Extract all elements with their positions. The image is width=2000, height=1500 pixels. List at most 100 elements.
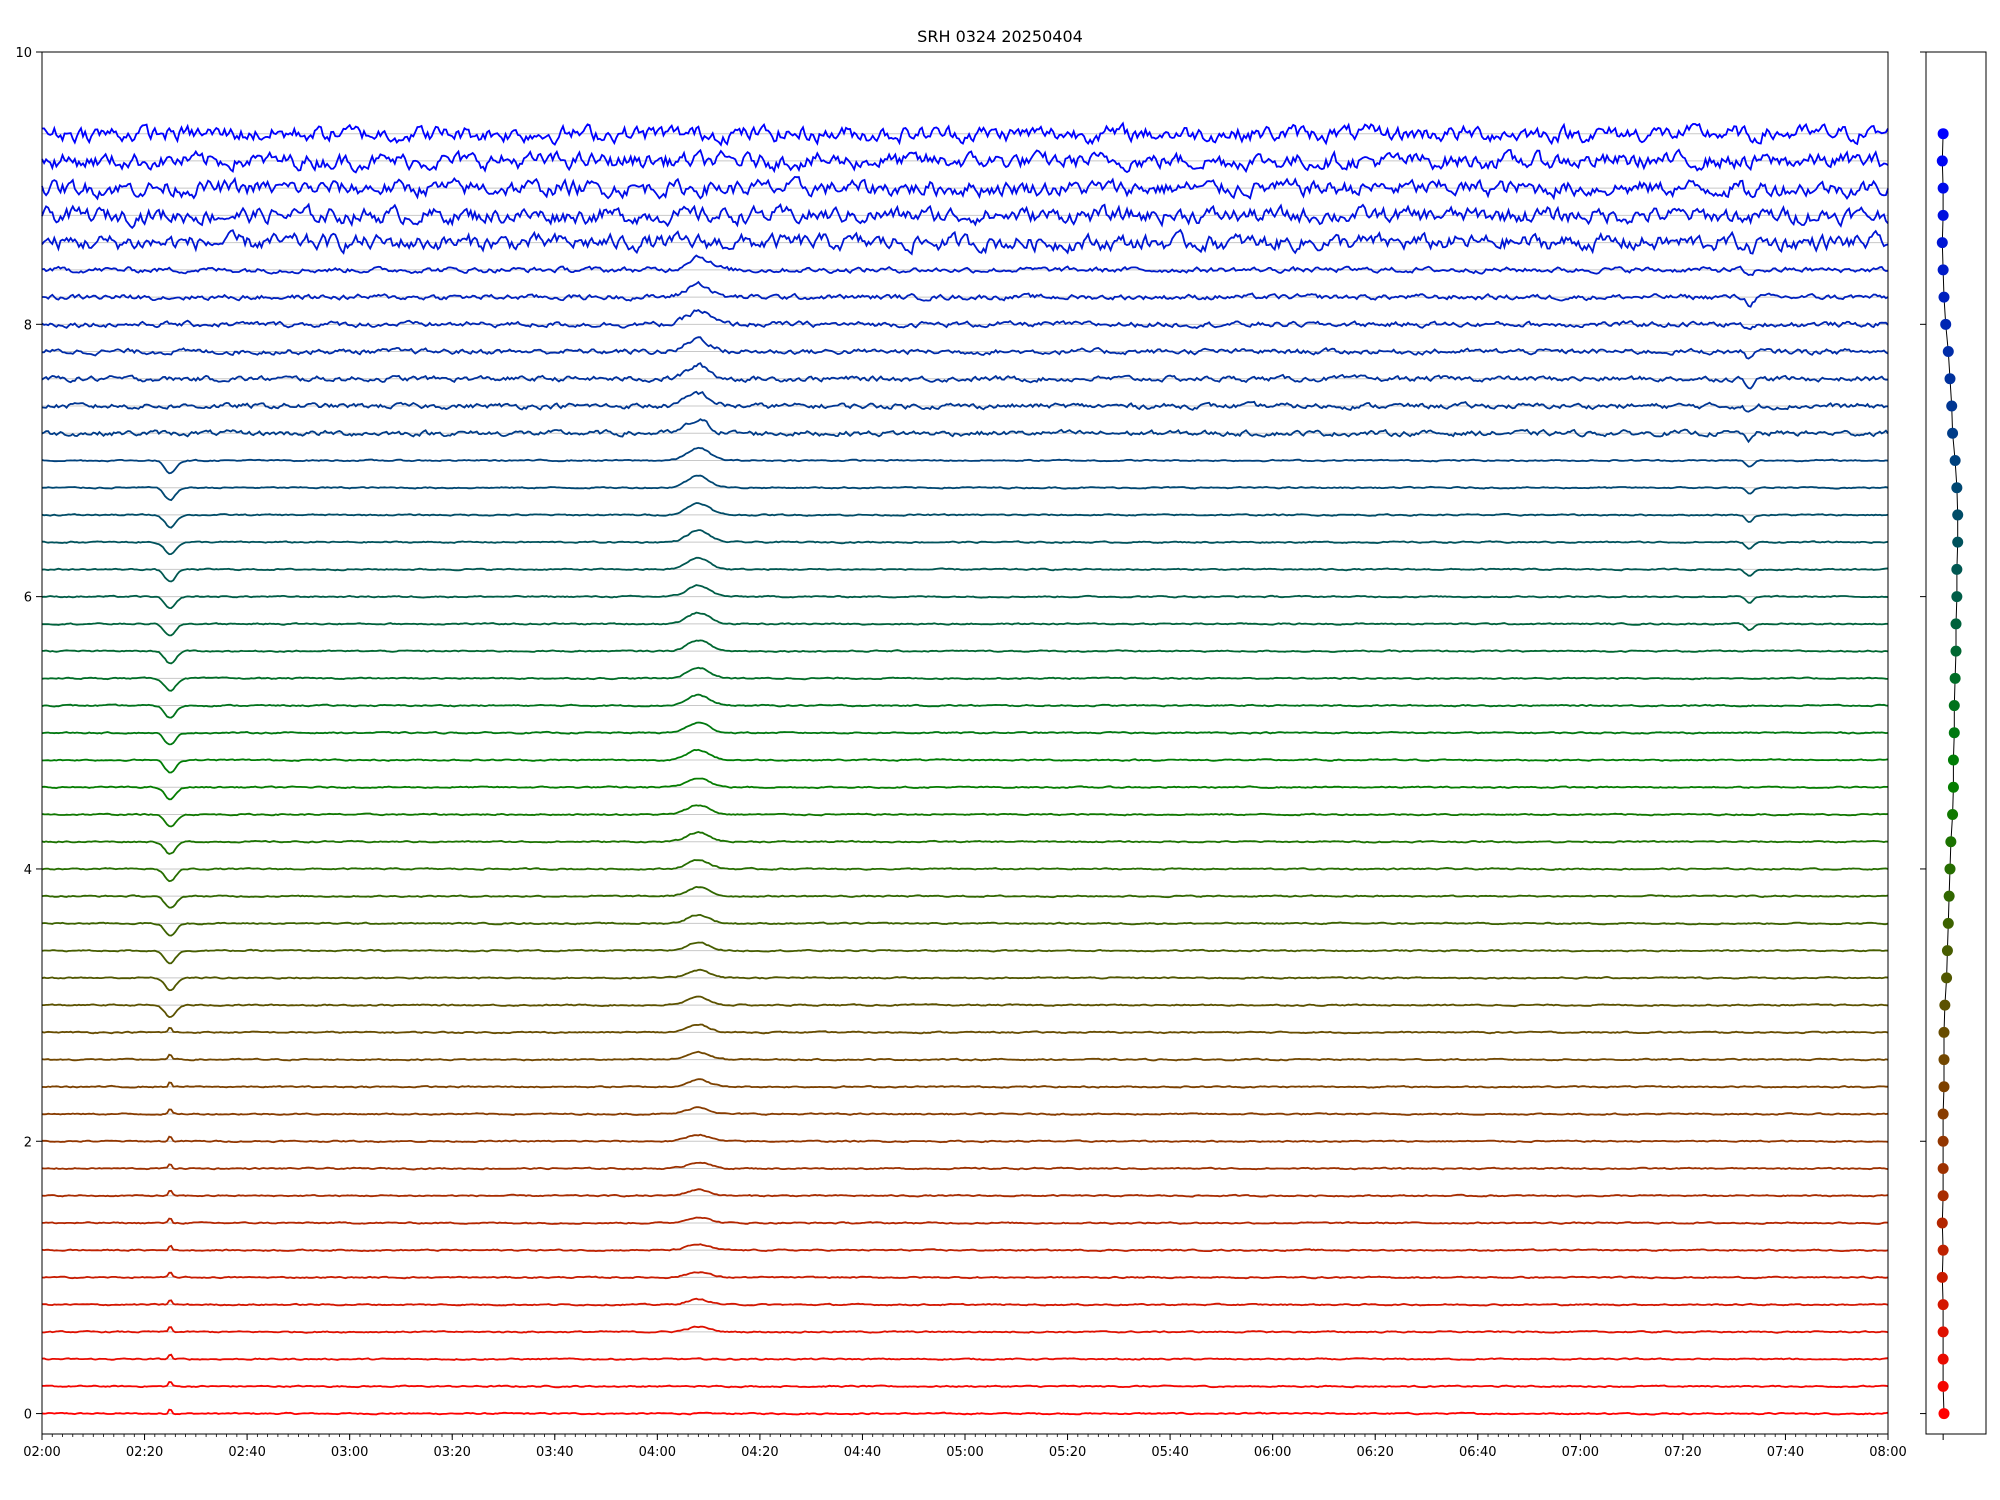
- y-tick-label: 10: [15, 46, 32, 61]
- channel-trace: [41, 777, 1888, 801]
- side-point: [1937, 209, 1949, 221]
- channel-trace: [42, 611, 1889, 637]
- channel-trace: [41, 748, 1889, 774]
- side-point: [1940, 318, 1952, 330]
- x-tick-label: 06:40: [1459, 1445, 1496, 1460]
- x-tick-label: 08:00: [1869, 1445, 1906, 1460]
- channel-trace: [41, 254, 1889, 277]
- x-tick-label: 06:20: [1356, 1445, 1393, 1460]
- side-point: [1951, 482, 1963, 494]
- side-point: [1942, 917, 1954, 929]
- side-point: [1943, 890, 1955, 902]
- side-panel-frame: [1925, 51, 1987, 1435]
- side-point: [1937, 1135, 1949, 1147]
- side-point: [1937, 1244, 1949, 1256]
- channel-trace: [41, 830, 1889, 855]
- side-point: [1945, 836, 1957, 848]
- channel-trace: [41, 446, 1889, 475]
- channel-trace: [41, 666, 1889, 692]
- channel-trace: [41, 121, 1889, 147]
- channel-trace: [41, 693, 1889, 719]
- channel-trace: [41, 502, 1889, 529]
- channel-trace: [41, 418, 1889, 444]
- channel-trace: [41, 148, 1889, 174]
- side-point: [1937, 1353, 1949, 1365]
- x-tick-label: 03:20: [433, 1445, 470, 1460]
- y-tick-label: 4: [24, 863, 32, 878]
- main-plot-frame: [41, 51, 1889, 1435]
- x-tick-label: 04:40: [844, 1445, 881, 1460]
- side-point: [1950, 618, 1962, 630]
- side-point: [1936, 237, 1948, 249]
- channel-trace: [41, 885, 1889, 909]
- side-point: [1948, 700, 1960, 712]
- x-tick-label: 03:00: [331, 1445, 368, 1460]
- side-point: [1949, 454, 1961, 466]
- channel-trace: [41, 941, 1889, 965]
- channel-trace: [41, 228, 1889, 256]
- channel-trace: [41, 1188, 1889, 1198]
- side-point: [1936, 1217, 1948, 1229]
- channel-trace: [41, 968, 1889, 992]
- side-point: [1952, 509, 1964, 521]
- channel-trace: [41, 175, 1889, 201]
- channel-trace: [41, 474, 1889, 502]
- x-tick-label: 07:00: [1562, 1445, 1599, 1460]
- channel-trace: [41, 1161, 1889, 1171]
- x-tick-label: 07:20: [1664, 1445, 1701, 1460]
- chart-title: SRH 0324 20250404: [917, 27, 1083, 46]
- side-point: [1948, 727, 1960, 739]
- y-tick-label: 6: [24, 591, 32, 606]
- channel-trace: [41, 913, 1889, 937]
- x-tick-label: 06:00: [1254, 1445, 1291, 1460]
- side-point: [1937, 182, 1949, 194]
- x-tick-label: 03:40: [536, 1445, 573, 1460]
- x-tick-label: 04:20: [741, 1445, 778, 1460]
- channel-trace: [41, 639, 1889, 665]
- channel-trace: [41, 202, 1889, 230]
- x-tick-label: 02:00: [23, 1445, 60, 1460]
- side-point: [1944, 863, 1956, 875]
- side-point: [1952, 536, 1964, 548]
- y-tick-label: 2: [24, 1135, 32, 1150]
- side-point: [1938, 1081, 1950, 1093]
- traces: [41, 121, 1889, 1416]
- channel-trace: [42, 1216, 1889, 1225]
- side-point: [1946, 400, 1958, 412]
- side-point: [1937, 1162, 1949, 1174]
- side-point: [1936, 1271, 1948, 1283]
- x-tick-label: 05:00: [946, 1445, 983, 1460]
- channel-trace: [41, 1408, 1889, 1416]
- side-point: [1936, 155, 1948, 167]
- channel-trace: [41, 584, 1889, 610]
- side-point: [1942, 346, 1954, 358]
- x-tick-label: 05:20: [1049, 1445, 1086, 1460]
- side-point: [1941, 972, 1953, 984]
- channel-trace: [41, 390, 1889, 413]
- channel-trace: [41, 529, 1889, 556]
- channel-trace: [41, 804, 1889, 828]
- channel-trace: [41, 1271, 1889, 1280]
- side-point: [1941, 945, 1953, 957]
- x-tick-label: 02:20: [126, 1445, 163, 1460]
- channel-trace: [42, 995, 1889, 1019]
- channel-trace: [41, 362, 1889, 390]
- channel-trace: [42, 1078, 1888, 1089]
- channel-trace: [41, 1050, 1889, 1062]
- channel-trace: [41, 556, 1889, 583]
- side-panel: [1936, 128, 1964, 1440]
- side-point: [1938, 1408, 1950, 1420]
- side-point: [1939, 999, 1951, 1011]
- channel-trace: [41, 1353, 1889, 1361]
- x-axis: 02:00 02:20 02:40 03:00 03:20 03:40 04:00 04:20…: [23, 1434, 1907, 1460]
- y-axis: 0 2 4 6 8 10: [15, 46, 1926, 1423]
- y-tick-label: 8: [24, 318, 32, 333]
- side-point: [1951, 563, 1963, 575]
- channel-trace: [41, 721, 1889, 746]
- channel-trace: [41, 859, 1889, 883]
- side-point: [1937, 1190, 1949, 1202]
- channel-trace: [41, 1325, 1889, 1334]
- x-tick-label: 04:00: [639, 1445, 676, 1460]
- side-point: [1937, 1380, 1949, 1392]
